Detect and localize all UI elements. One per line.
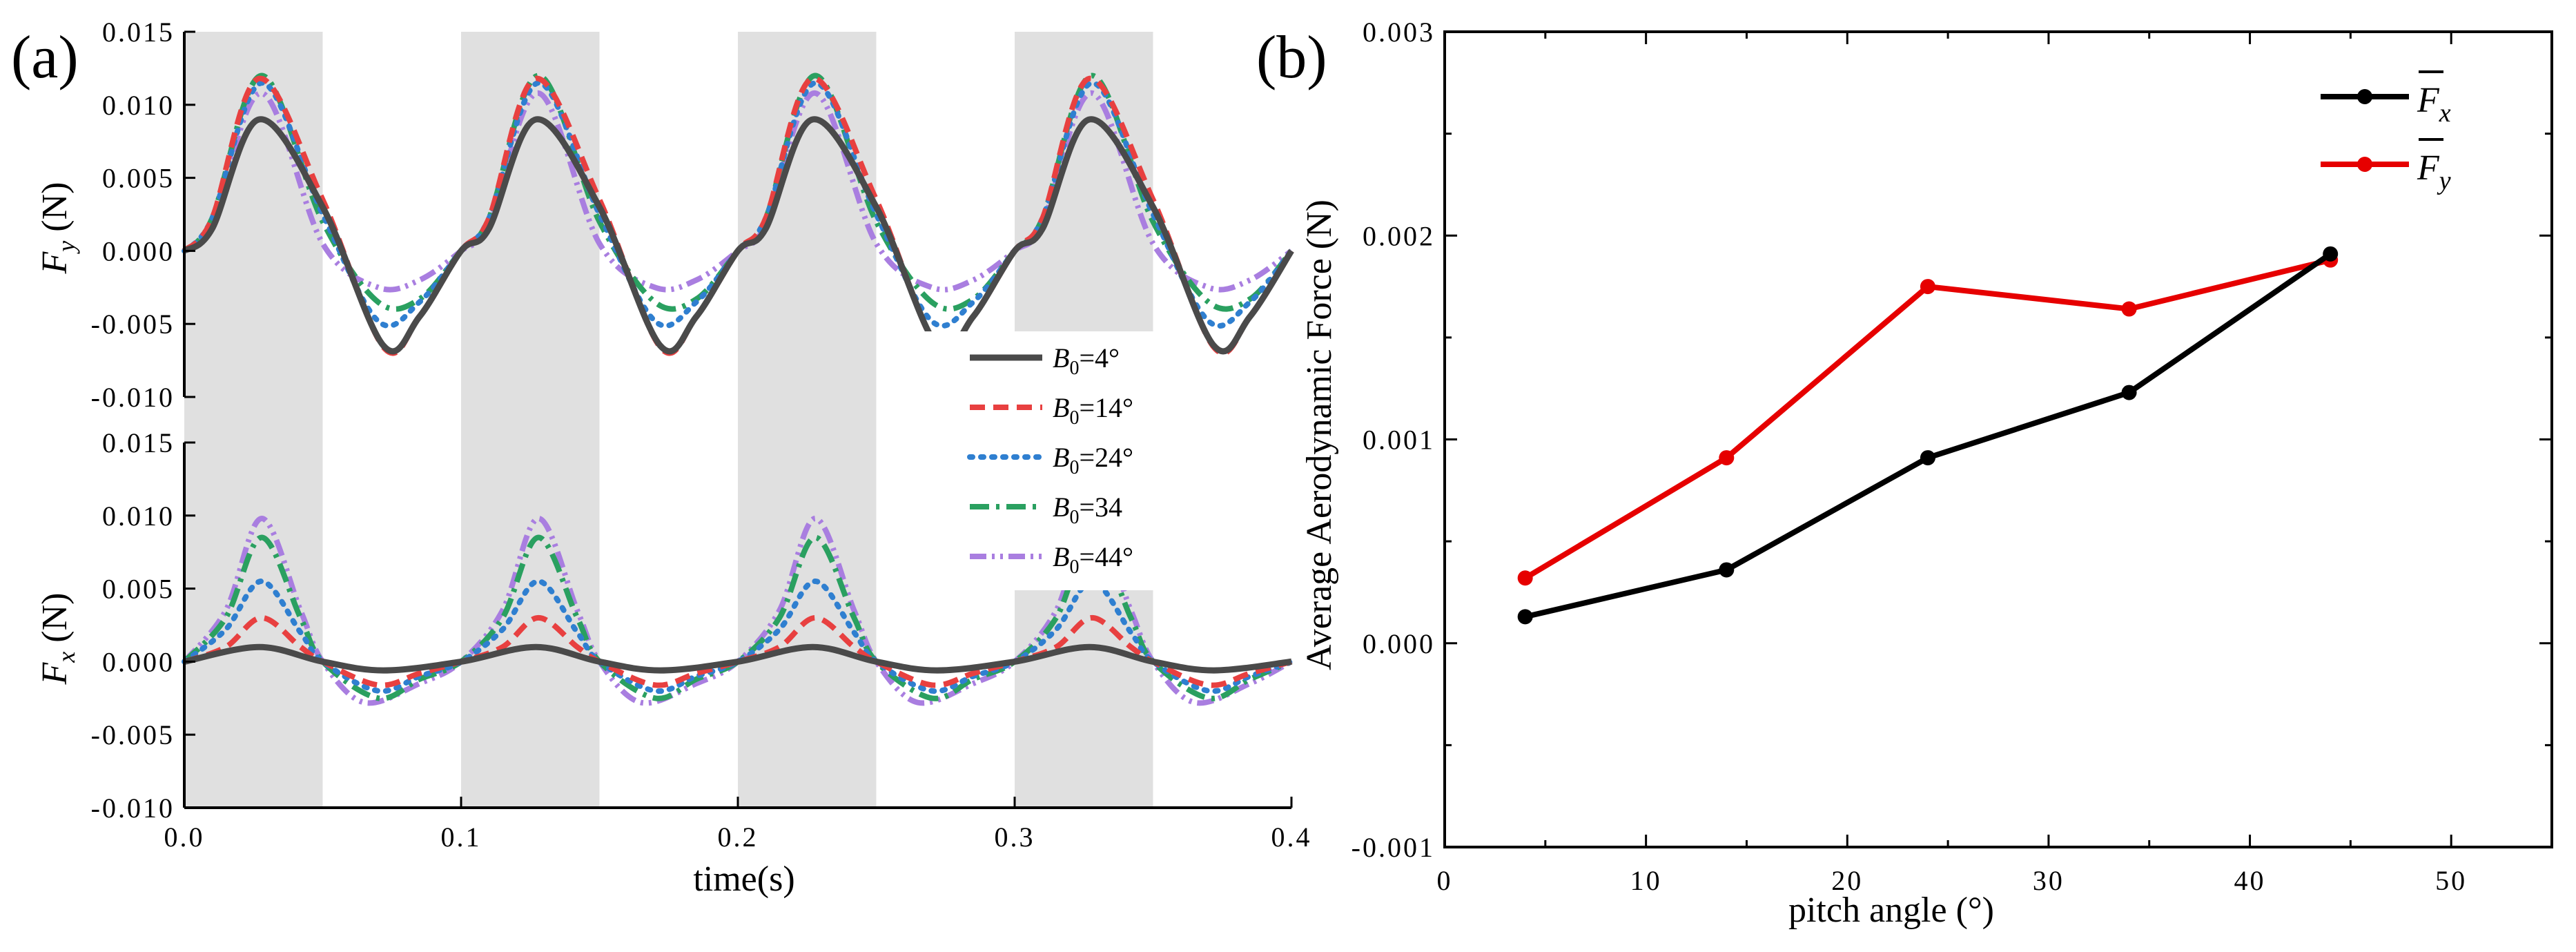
x-tick-label: 20 bbox=[1831, 865, 1863, 896]
x-tick-label: 0.1 bbox=[441, 822, 482, 853]
y-tick-label: 0.010 bbox=[102, 90, 175, 121]
data-point-fy bbox=[1517, 570, 1533, 586]
series-line-fy-0 bbox=[182, 116, 1294, 355]
legend-label: B0=34 bbox=[1053, 492, 1122, 528]
legend-label-prefix: F bbox=[2417, 81, 2440, 120]
legend-label-prefix: B bbox=[1053, 342, 1069, 373]
y-tick-label: 0.005 bbox=[102, 574, 175, 605]
x-tick-label: 0.4 bbox=[1271, 822, 1312, 853]
y-tick-label: 0.003 bbox=[1363, 17, 1435, 48]
x-tick-label: 10 bbox=[1630, 865, 1662, 896]
y-tick-label: -0.005 bbox=[91, 719, 175, 750]
data-point-fy bbox=[1920, 279, 1935, 295]
x-tick-label: 0.2 bbox=[718, 822, 759, 853]
x-tick-label: 40 bbox=[2234, 865, 2266, 896]
series-line-fx-1 bbox=[183, 614, 1293, 688]
legend-label: B0=44° bbox=[1053, 541, 1133, 578]
force-ylabel: Average Aerodynamic Force (N) bbox=[1300, 200, 1339, 670]
legend-label-sub: x bbox=[2439, 99, 2451, 128]
time-axis: 0.0 0.1 0.2 0.3 0.4 bbox=[164, 797, 1312, 853]
fy-subplot: 0.015 0.010 0.005 0.000 -0.005 -0.010 Fy (N) bbox=[35, 17, 1294, 413]
data-point-fx bbox=[2323, 246, 2339, 262]
legend-label-prefix: B bbox=[1053, 392, 1069, 423]
data-point-fx bbox=[1920, 450, 1935, 466]
y-tick-label: -0.010 bbox=[91, 382, 175, 413]
y-tick-label: 0.015 bbox=[102, 17, 175, 48]
series-b bbox=[1517, 246, 2339, 625]
panel-label-a: (a) bbox=[11, 24, 79, 91]
legend-label-suffix: =24° bbox=[1079, 442, 1133, 473]
fx-ylabel: Fx (N) bbox=[35, 593, 80, 686]
legend-label-sub: 0 bbox=[1069, 556, 1079, 578]
legend-label-suffix: =34 bbox=[1079, 492, 1122, 523]
x-tick-label: 0.3 bbox=[995, 822, 1035, 853]
legend-label: B0=24° bbox=[1053, 442, 1133, 478]
legend-label: Fy bbox=[2417, 148, 2451, 195]
pitch-xlabel: pitch angle (°) bbox=[1788, 891, 1994, 930]
legend-marker bbox=[2357, 157, 2372, 172]
legend-label-sub: 0 bbox=[1069, 358, 1079, 379]
x-tick-label: 0 bbox=[1437, 865, 1453, 896]
y-tick-label: 0.000 bbox=[102, 235, 175, 266]
legend-label: Fx bbox=[2417, 81, 2451, 128]
fx-axes: 0.015 0.010 0.005 0.000 -0.005 -0.010 bbox=[91, 427, 195, 824]
x-tick-label: 0.0 bbox=[164, 822, 205, 853]
legend-label-prefix: B bbox=[1053, 541, 1069, 572]
series-line-fx bbox=[1524, 251, 2332, 620]
legend-label-suffix: =4° bbox=[1079, 342, 1120, 373]
legend-marker bbox=[2357, 89, 2372, 104]
data-point-fy bbox=[1719, 450, 1735, 466]
legend-label-sub: y bbox=[2437, 166, 2451, 195]
legend-label-prefix: B bbox=[1053, 492, 1069, 523]
fy-series bbox=[182, 72, 1294, 356]
x-tick-label: 50 bbox=[2435, 865, 2467, 896]
y-tick-label: -0.005 bbox=[91, 309, 175, 340]
y-tick-label: -0.001 bbox=[1352, 832, 1435, 863]
plot-frame-b bbox=[1443, 30, 2553, 848]
y-tick-label: 0.015 bbox=[102, 427, 175, 458]
data-point-fy bbox=[2121, 301, 2137, 317]
y-tick-label: 0.001 bbox=[1363, 425, 1435, 456]
legend-label-suffix: =14° bbox=[1079, 392, 1133, 423]
fy-ylabel: Fy (N) bbox=[35, 182, 80, 275]
y-tick-label: 0.010 bbox=[102, 501, 175, 532]
shaded-interval bbox=[184, 32, 323, 808]
data-point-fx bbox=[1517, 609, 1533, 625]
legend-label-sub: 0 bbox=[1069, 457, 1079, 478]
legend-label-sub: 0 bbox=[1069, 407, 1079, 429]
legend-label-suffix: =44° bbox=[1079, 541, 1133, 572]
time-xlabel: time(s) bbox=[693, 859, 794, 899]
legend-label-sub: 0 bbox=[1069, 507, 1079, 528]
legend-background bbox=[918, 331, 1201, 590]
legend-label: B0=14° bbox=[1053, 392, 1133, 429]
legend-label-prefix: B bbox=[1053, 442, 1069, 473]
x-tick-label: 30 bbox=[2033, 865, 2065, 896]
y-tick-label: 0.002 bbox=[1363, 220, 1435, 251]
series-line-fx-0 bbox=[184, 643, 1292, 674]
panel-label-b: (b) bbox=[1256, 24, 1327, 91]
y-tick-label: -0.010 bbox=[91, 793, 175, 824]
data-point-fx bbox=[2121, 385, 2137, 400]
legend-label-prefix: F bbox=[2417, 148, 2440, 188]
legend-label: B0=4° bbox=[1053, 342, 1120, 379]
y-tick-label: 0.000 bbox=[1363, 628, 1435, 659]
y-tick-label: 0.005 bbox=[102, 163, 175, 194]
y-tick-label: 0.000 bbox=[102, 646, 175, 677]
data-point-fx bbox=[1719, 562, 1735, 578]
fy-axes: 0.015 0.010 0.005 0.000 -0.005 -0.010 bbox=[91, 17, 195, 413]
series-line-fy bbox=[1523, 257, 2332, 581]
